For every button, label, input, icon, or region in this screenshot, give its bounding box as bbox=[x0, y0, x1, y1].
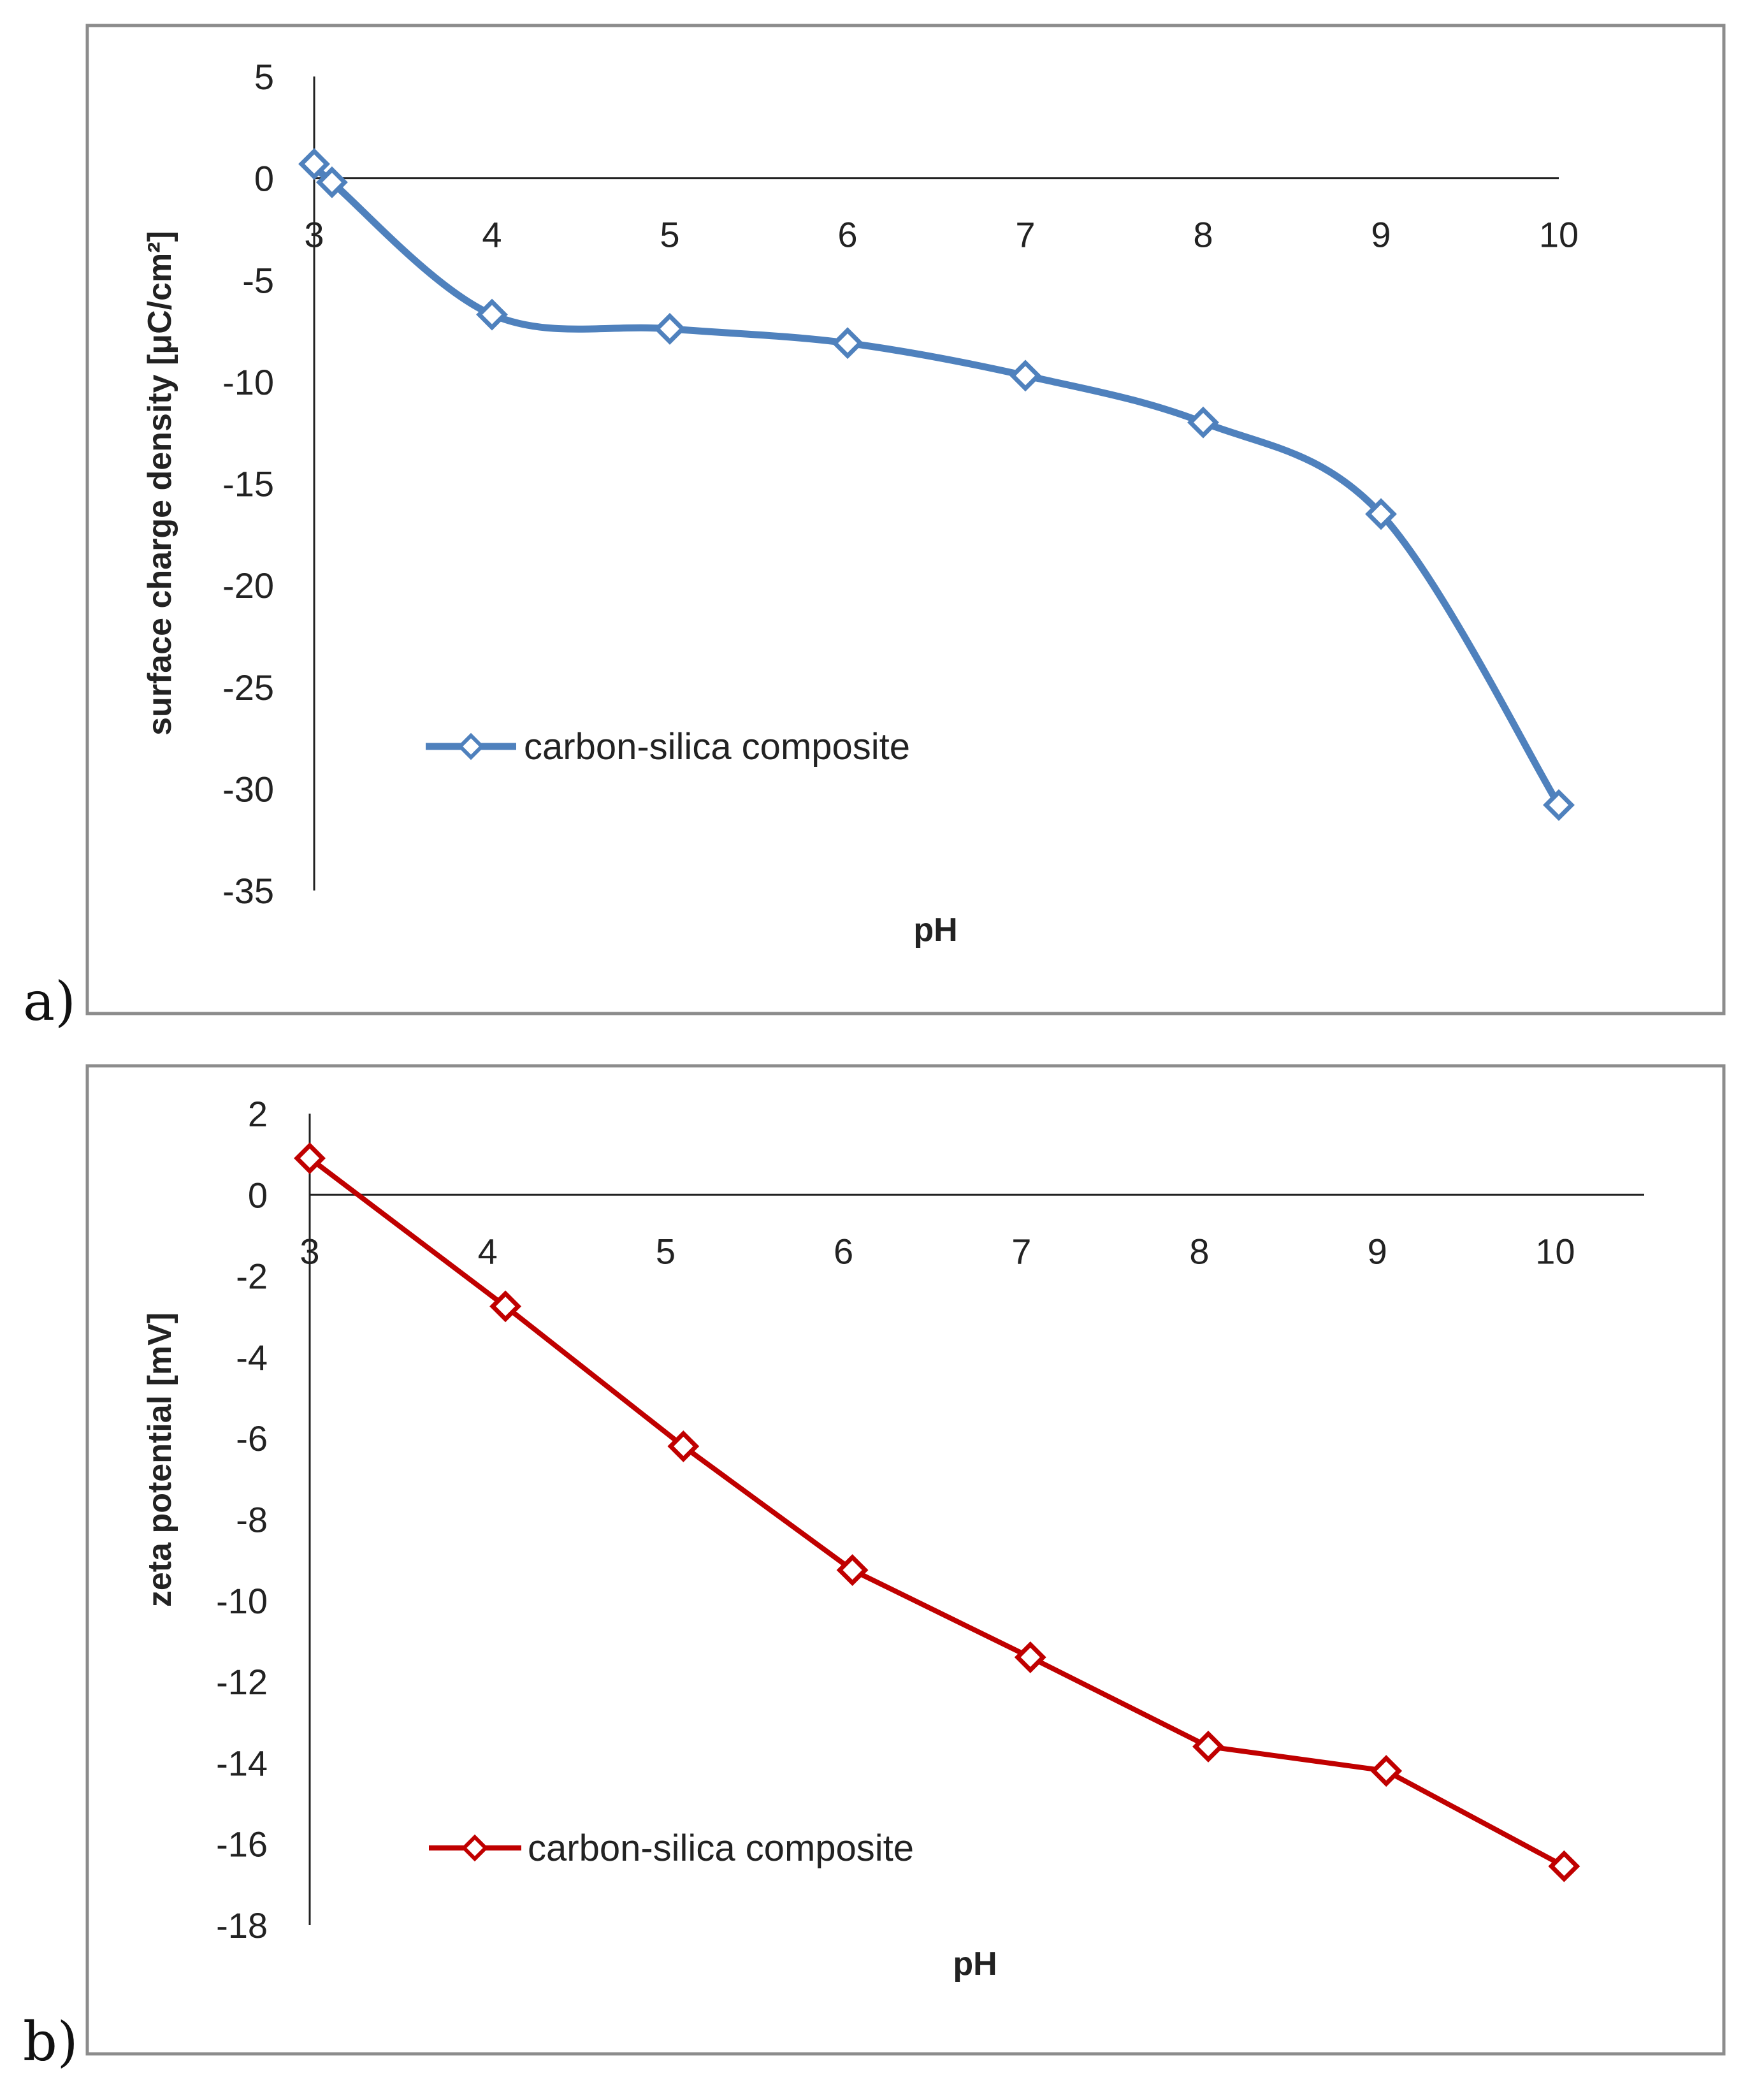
x-tick-label: 7 bbox=[1011, 1231, 1031, 1271]
x-tick-label: 8 bbox=[1189, 1231, 1209, 1271]
y-tick-label: -10 bbox=[222, 362, 274, 402]
data-point bbox=[1009, 360, 1041, 392]
y-tick-label: -4 bbox=[236, 1337, 268, 1378]
y-tick-label: -6 bbox=[236, 1418, 268, 1458]
x-tick-label: 9 bbox=[1371, 215, 1391, 255]
x-tick-label: 4 bbox=[478, 1231, 498, 1271]
y-tick-label: -30 bbox=[222, 769, 274, 809]
chart-b: 2 0 -2 -4 -6 -8 -10 -12 -14 -16 -18 3 4 5 6 7 8 9 10 zeta p… bbox=[141, 1094, 1644, 1982]
legend-label: carbon-silica composite bbox=[528, 1828, 914, 1869]
y-axis-title: surface charge density [μC/cm²] bbox=[141, 231, 178, 736]
data-point bbox=[1543, 789, 1575, 821]
series-line bbox=[309, 160, 1563, 809]
x-tick-label: 3 bbox=[304, 215, 324, 255]
y-tick-label: -18 bbox=[216, 1905, 268, 1945]
x-tick-label: 10 bbox=[1535, 1231, 1575, 1271]
data-point bbox=[1187, 406, 1219, 439]
data-point bbox=[1370, 1755, 1403, 1787]
y-tick-label: 5 bbox=[254, 57, 274, 97]
data-point bbox=[667, 1430, 700, 1462]
panel-a-frame bbox=[85, 24, 1726, 1015]
legend: carbon-silica composite bbox=[429, 1828, 914, 1869]
data-point bbox=[836, 1554, 869, 1587]
y-tick-label: 2 bbox=[248, 1094, 268, 1134]
x-axis-title: pH bbox=[953, 1945, 997, 1982]
x-tick-label: 6 bbox=[837, 215, 857, 255]
data-point bbox=[654, 312, 686, 345]
x-tick-label: 10 bbox=[1539, 215, 1579, 255]
data-point bbox=[1548, 1850, 1580, 1882]
x-axis-title: pH bbox=[913, 912, 957, 949]
x-tick-label: 7 bbox=[1015, 215, 1035, 255]
x-tick-label: 4 bbox=[482, 215, 502, 255]
y-tick-label: -10 bbox=[216, 1581, 268, 1621]
y-tick-label: -12 bbox=[216, 1662, 268, 1702]
panel-label-a: a) bbox=[23, 970, 76, 1033]
panel-label-b: b) bbox=[23, 2010, 78, 2073]
y-tick-label: -15 bbox=[222, 464, 274, 504]
data-point bbox=[1365, 498, 1397, 530]
y-tick-label: -14 bbox=[216, 1743, 268, 1783]
data-point bbox=[476, 298, 508, 331]
data-point bbox=[294, 1142, 326, 1174]
x-tick-label: 8 bbox=[1193, 215, 1213, 255]
y-tick-label: -2 bbox=[236, 1256, 268, 1297]
y-tick-label: -8 bbox=[236, 1500, 268, 1540]
series-line bbox=[307, 1156, 1567, 1869]
legend-label: carbon-silica composite bbox=[524, 726, 910, 767]
y-tick-label: -16 bbox=[216, 1824, 268, 1865]
x-tick-label: 5 bbox=[660, 215, 679, 255]
panel-b-frame bbox=[85, 1064, 1726, 2056]
y-tick-label: -20 bbox=[222, 565, 274, 606]
data-point bbox=[315, 166, 348, 198]
data-point bbox=[1014, 1641, 1046, 1673]
x-tick-label: 3 bbox=[300, 1231, 319, 1271]
data-point bbox=[832, 327, 864, 360]
data-point bbox=[298, 148, 330, 180]
y-tick-label: 0 bbox=[254, 159, 274, 199]
y-axis-title: zeta potential [mV] bbox=[141, 1312, 178, 1607]
y-tick-label: -25 bbox=[222, 667, 274, 708]
legend-marker bbox=[457, 732, 485, 760]
x-tick-label: 6 bbox=[834, 1231, 853, 1271]
y-tick-label: -5 bbox=[242, 260, 274, 300]
legend: carbon-silica composite bbox=[426, 726, 910, 767]
legend-marker bbox=[461, 1834, 489, 1862]
data-point bbox=[489, 1290, 522, 1323]
y-tick-label: 0 bbox=[248, 1175, 268, 1215]
chart-a: 5 0 -5 -10 -15 -20 -25 -30 -35 3 4 5 6 7 8 9 10 surface c… bbox=[141, 57, 1579, 949]
x-tick-label: 5 bbox=[656, 1231, 676, 1271]
data-point bbox=[1192, 1730, 1224, 1763]
y-tick-label: -35 bbox=[222, 871, 274, 911]
x-tick-label: 9 bbox=[1368, 1231, 1387, 1271]
